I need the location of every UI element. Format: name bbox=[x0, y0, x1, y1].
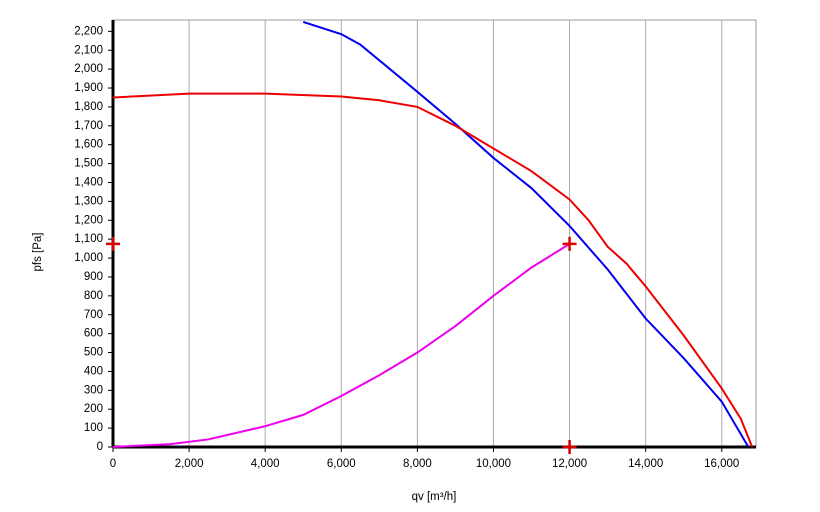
x-axis-label: qv [m³/h] bbox=[412, 491, 457, 503]
x-tick-label: 10,000 bbox=[476, 458, 511, 470]
y-tick-label: 1,800 bbox=[74, 101, 103, 113]
y-tick-label: 1,600 bbox=[74, 139, 103, 151]
x-tick-label: 6,000 bbox=[327, 458, 356, 470]
x-tick-label: 4,000 bbox=[251, 458, 280, 470]
y-tick-label: 100 bbox=[84, 422, 103, 434]
y-tick-label: 800 bbox=[84, 290, 103, 302]
y-tick-label: 1,000 bbox=[74, 252, 103, 264]
y-tick-label: 1,100 bbox=[74, 233, 103, 245]
operating-marker-y bbox=[106, 236, 120, 251]
y-tick-label: 2,200 bbox=[74, 25, 103, 37]
y-tick-label: 1,700 bbox=[74, 120, 103, 132]
x-tick-label: 14,000 bbox=[628, 458, 663, 470]
x-tick-label: 0 bbox=[110, 458, 116, 470]
x-tick-label: 2,000 bbox=[175, 458, 204, 470]
y-tick-label: 700 bbox=[84, 309, 103, 321]
operating-point bbox=[562, 236, 577, 251]
y-tick-label: 2,100 bbox=[74, 44, 103, 56]
series-line bbox=[112, 243, 571, 448]
y-tick-label: 1,900 bbox=[74, 82, 103, 94]
y-tick-label: 200 bbox=[84, 403, 103, 415]
y-tick-label: 0 bbox=[97, 441, 103, 453]
y-axis-label: pfs [Pa] bbox=[32, 233, 44, 272]
operating-marker-x bbox=[562, 440, 577, 454]
y-tick-label: 300 bbox=[84, 384, 103, 396]
y-tick-label: 2,000 bbox=[74, 63, 103, 75]
y-tick-label: 1,400 bbox=[74, 177, 103, 189]
x-tick-label: 16,000 bbox=[704, 458, 739, 470]
y-tick-label: 900 bbox=[84, 271, 103, 283]
y-tick-label: 1,200 bbox=[74, 214, 103, 226]
x-tick-label: 12,000 bbox=[552, 458, 587, 470]
x-tick-label: 8,000 bbox=[403, 458, 432, 470]
series-line bbox=[302, 20, 750, 448]
y-tick-label: 1,300 bbox=[74, 195, 103, 207]
y-tick-label: 600 bbox=[84, 328, 103, 340]
y-tick-label: 1,500 bbox=[74, 158, 103, 170]
y-tick-label: 400 bbox=[84, 365, 103, 377]
plot-frame bbox=[112, 19, 757, 448]
series-line bbox=[112, 92, 754, 448]
y-tick-label: 500 bbox=[84, 347, 103, 359]
